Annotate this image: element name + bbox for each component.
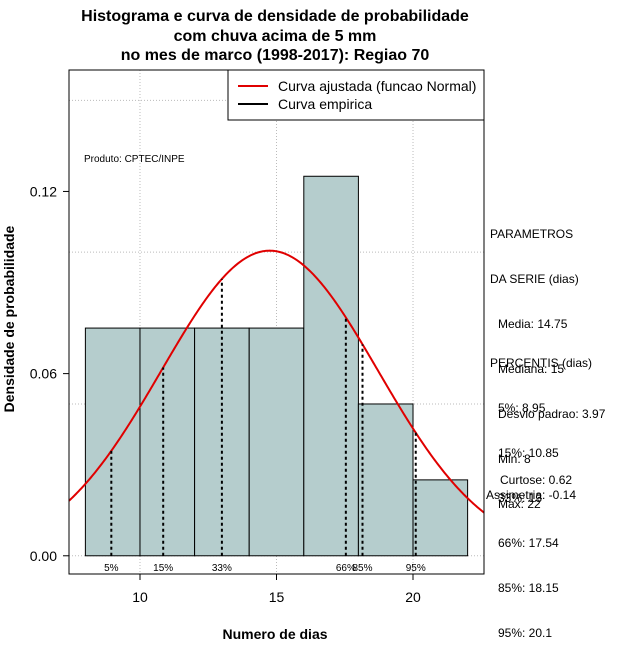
histogram-bar-7 (412, 479, 469, 557)
curtose-label: Curtose: 0.62 (500, 473, 573, 487)
percentile-label-3: 33% (212, 563, 232, 574)
assimetria-label: Assimetria: -0.14 (486, 488, 577, 502)
percentil-15: 15%: 10.85 (498, 446, 559, 460)
percentil-95: 95%: 20.1 (498, 626, 553, 640)
parametros-block: PARAMETROS DA SERIE (dias) Media: 14.75 … (490, 197, 605, 527)
percentile-label-1: 5% (104, 563, 119, 574)
x-tick-label-3: 20 (405, 589, 421, 605)
parametros-header-1: PARAMETROS (490, 227, 574, 241)
legend-box (227, 69, 485, 121)
percentil-5: 5%: 8.95 (498, 401, 546, 415)
percentile-label-2: 15% (153, 563, 173, 574)
chart-title-line-3: no mes de marco (1998-2017): Regiao 70 (120, 47, 430, 64)
y-tick-label-3: 0.12 (30, 183, 57, 199)
x-tick-label-2: 15 (269, 589, 285, 605)
percentis-header: PERCENTIS (dias) (490, 356, 593, 370)
produto-label: Produto: CPTEC/INPE (84, 154, 185, 165)
histogram-bar-1 (84, 327, 141, 557)
percentile-label-5: 85% (352, 563, 372, 574)
normal-fit-curve (68, 249, 485, 514)
chart-title-line-2: com chuva acima de 5 mm (173, 28, 377, 45)
parametros-mediana: Mediana: 15 (498, 362, 565, 376)
histogram-bar-5 (303, 175, 359, 557)
parametros-media: Media: 14.75 (498, 317, 568, 331)
y-tick-label-1: 0.00 (30, 548, 57, 564)
percentile-label-6: 95% (406, 563, 426, 574)
chart-title-line-1: Histograma e curva de densidade de proba… (81, 8, 469, 25)
histogram-bar-2 (139, 327, 196, 557)
histogram-bar-4 (248, 327, 305, 557)
percentis-block: PERCENTIS (dias) 5%: 8.95 15%: 10.85 33%… (490, 326, 592, 656)
y-tick-label-2: 0.06 (30, 366, 57, 382)
percentile-label-4: 66% (336, 563, 356, 574)
percentil-33: 33%: 13 (498, 491, 543, 505)
parametros-max: Max: 22 (498, 497, 541, 511)
x-axis-title: Numero de dias (222, 626, 328, 642)
parametros-min: Min: 8 (498, 452, 531, 466)
x-tick-label-1: 10 (132, 589, 148, 605)
percentil-85: 85%: 18.15 (498, 581, 559, 595)
legend-label-2: Curva empirica (278, 96, 372, 112)
parametros-desvio: Desvio padrao: 3.97 (498, 407, 606, 421)
parametros-header-2: DA SERIE (dias) (490, 272, 579, 286)
percentil-66: 66%: 17.54 (498, 536, 559, 550)
y-axis-title: Densidade de probabilidade (1, 225, 17, 413)
histogram-bar-6 (357, 403, 414, 557)
legend-label-1: Curva ajustada (funcao Normal) (278, 78, 476, 94)
